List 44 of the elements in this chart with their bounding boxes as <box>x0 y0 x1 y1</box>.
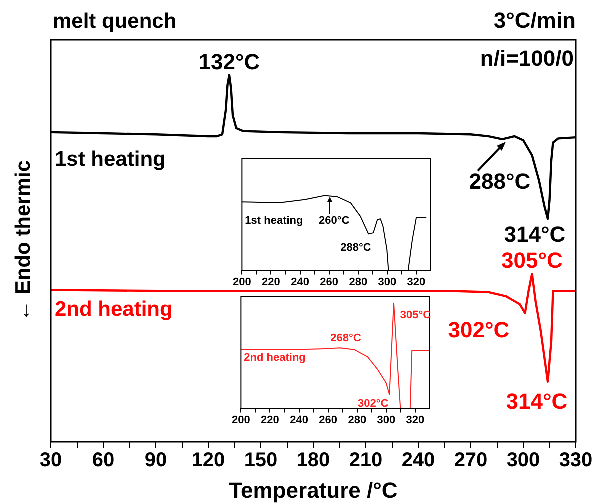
series-label: 2nd heating <box>55 298 173 321</box>
annotation: 288°C <box>469 169 531 194</box>
x-tick-label: 300 <box>506 450 540 472</box>
annotation: 314°C <box>506 388 568 414</box>
chart-title: melt quench <box>53 10 177 33</box>
x-tick-label: 240 <box>290 414 308 426</box>
x-tick-label: 30 <box>40 450 62 472</box>
annotation: 288°C <box>340 242 372 254</box>
x-tick-label: 200 <box>232 276 252 288</box>
series-label: 1st heating <box>245 215 304 228</box>
x-tick-label: 180 <box>296 450 330 472</box>
annotation: 302°C <box>448 317 510 342</box>
annotation: 260°C <box>318 214 350 227</box>
x-tick-label: 150 <box>244 450 278 472</box>
text: 3°C/min <box>494 8 576 33</box>
x-tick-label: 90 <box>144 450 168 472</box>
x-tick-label: 220 <box>261 414 280 426</box>
x-tick-label: 240 <box>291 276 310 288</box>
x-tick-label: 120 <box>192 450 226 472</box>
x-tick-label: 320 <box>406 414 425 426</box>
x-tick-label: 220 <box>262 276 280 288</box>
x-tick-label: 280 <box>349 276 368 288</box>
x-tick-label: 200 <box>232 414 250 426</box>
x-tick-label: 300 <box>377 414 396 426</box>
annotation: 132°C <box>198 49 260 74</box>
x-axis-title: Temperature /°C <box>229 478 398 504</box>
series-label: 1st heating <box>55 148 166 171</box>
x-tick-label: 300 <box>378 276 397 288</box>
x-tick-label: 320 <box>407 276 426 288</box>
y-axis-title: ← Endo thermic <box>12 160 35 322</box>
series-label: 2nd heating <box>244 352 306 364</box>
annotation: 305°C <box>502 248 564 274</box>
x-tick-label: 210 <box>349 450 383 472</box>
annotation: 268°C <box>330 332 362 345</box>
text: n/i=100/0 <box>480 46 574 71</box>
x-tick-label: 260 <box>319 414 338 426</box>
x-tick-label: 330 <box>559 450 593 472</box>
annotation: 302°C <box>358 398 389 410</box>
x-tick-label: 260 <box>320 276 339 288</box>
x-tick-label: 270 <box>454 450 488 472</box>
annotation: 314°C <box>504 222 566 248</box>
x-tick-label: 280 <box>348 414 367 426</box>
x-tick-label: 60 <box>92 450 115 472</box>
x-tick-label: 240 <box>402 450 436 472</box>
